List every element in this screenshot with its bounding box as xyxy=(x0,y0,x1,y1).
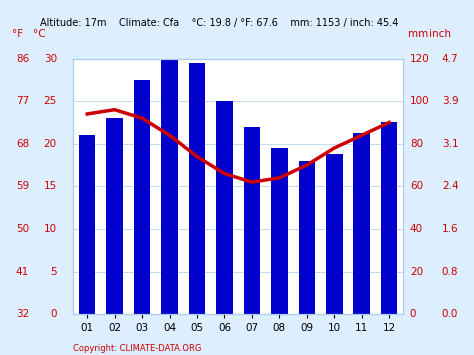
Text: 15: 15 xyxy=(44,181,57,191)
Text: 20: 20 xyxy=(44,139,57,149)
Bar xyxy=(161,59,178,314)
Text: 5: 5 xyxy=(50,267,57,277)
Text: 40: 40 xyxy=(410,224,423,234)
Text: 50: 50 xyxy=(16,224,29,234)
Text: 30: 30 xyxy=(44,54,57,64)
Text: 0.8: 0.8 xyxy=(442,267,458,277)
Text: 59: 59 xyxy=(16,181,29,191)
Bar xyxy=(244,127,260,314)
Bar xyxy=(106,118,123,314)
Bar xyxy=(189,63,205,314)
Text: 77: 77 xyxy=(16,96,29,106)
Text: 68: 68 xyxy=(16,139,29,149)
Text: 3.9: 3.9 xyxy=(442,96,458,106)
Text: Altitude: 17m    Climate: Cfa    °C: 19.8 / °F: 67.6    mm: 1153 / inch: 45.4: Altitude: 17m Climate: Cfa °C: 19.8 / °F… xyxy=(40,18,399,28)
Text: 80: 80 xyxy=(410,139,423,149)
Text: 25: 25 xyxy=(44,96,57,106)
Text: 20: 20 xyxy=(410,267,423,277)
Text: 120: 120 xyxy=(410,54,429,64)
Text: Copyright: CLIMATE-DATA.ORG: Copyright: CLIMATE-DATA.ORG xyxy=(73,344,202,354)
Text: 3.1: 3.1 xyxy=(442,139,458,149)
Text: 0: 0 xyxy=(410,309,416,319)
Text: 10: 10 xyxy=(44,224,57,234)
Text: 0.0: 0.0 xyxy=(442,309,458,319)
Text: 1.6: 1.6 xyxy=(442,224,458,234)
Text: 60: 60 xyxy=(410,181,423,191)
Bar xyxy=(216,101,233,314)
Text: 32: 32 xyxy=(16,309,29,319)
Text: 86: 86 xyxy=(16,54,29,64)
Text: 100: 100 xyxy=(410,96,429,106)
Bar xyxy=(271,148,288,314)
Bar xyxy=(381,122,397,314)
Text: mm: mm xyxy=(408,29,428,39)
Text: 41: 41 xyxy=(16,267,29,277)
Text: 4.7: 4.7 xyxy=(442,54,458,64)
Text: 2.4: 2.4 xyxy=(442,181,458,191)
Bar xyxy=(299,161,315,314)
Bar xyxy=(79,135,95,314)
Text: inch: inch xyxy=(429,29,451,39)
Text: °F: °F xyxy=(12,29,23,39)
Bar xyxy=(354,133,370,314)
Text: °C: °C xyxy=(33,29,46,39)
Bar xyxy=(326,154,343,314)
Bar xyxy=(134,80,150,314)
Text: 0: 0 xyxy=(50,309,57,319)
